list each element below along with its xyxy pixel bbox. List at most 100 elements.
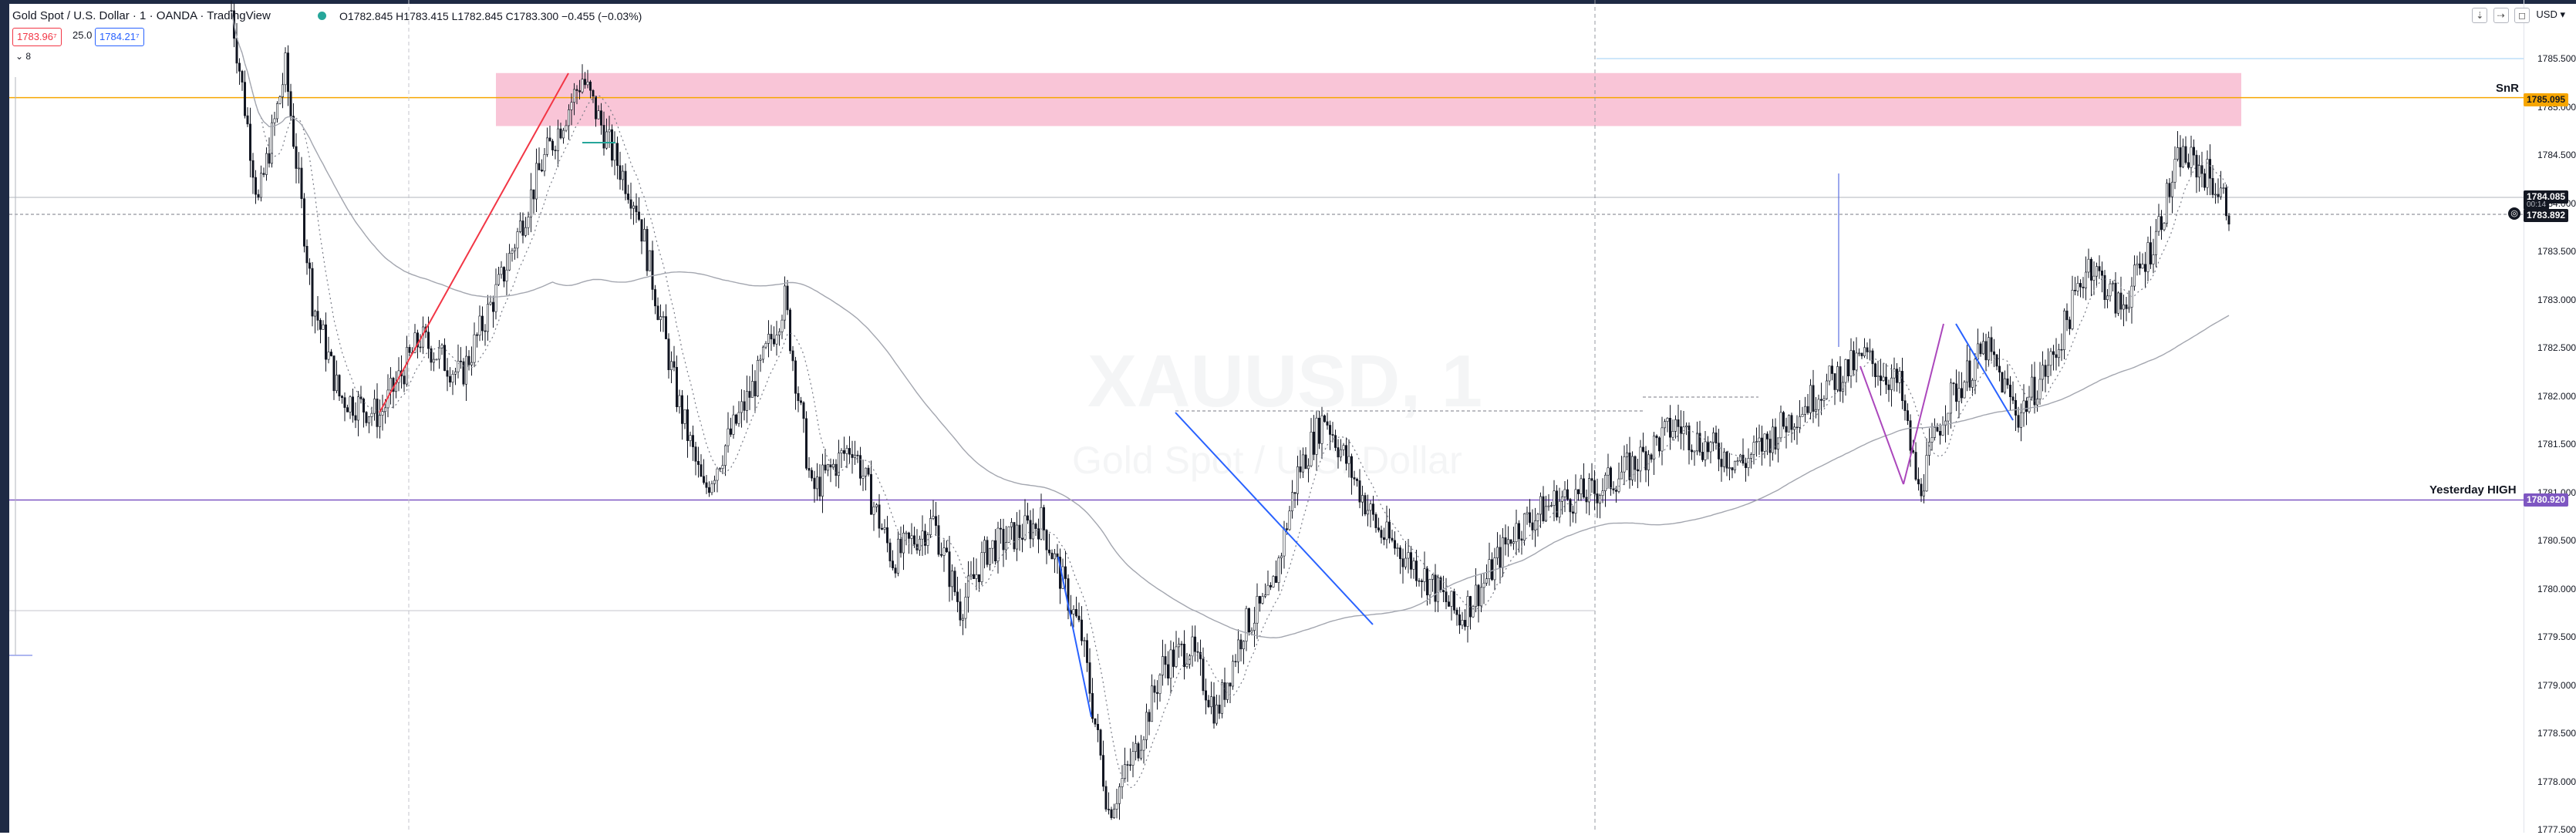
window-top-bar	[0, 0, 2576, 4]
candle-body	[1707, 441, 1710, 453]
candle-body	[367, 416, 370, 423]
scroll-to-bottom-icon[interactable]: ⇣	[2472, 8, 2488, 23]
candle-body	[1183, 644, 1186, 667]
candle-body	[632, 205, 635, 209]
candle-body	[516, 231, 519, 249]
candle-body	[1202, 658, 1205, 692]
candle-body	[2090, 258, 2093, 281]
watermark-description: Gold Spot / U.S. Dollar	[1072, 439, 1462, 482]
candle-body	[1993, 351, 1996, 355]
candle-body	[1391, 537, 1394, 541]
candle-body	[2203, 173, 2207, 188]
maximize-icon[interactable]: ◻	[2514, 8, 2530, 23]
candle-body	[1580, 478, 1583, 494]
candle-body	[1842, 382, 1845, 392]
candle-body	[2193, 146, 2196, 156]
candle-body	[1628, 452, 1631, 480]
candle-body	[986, 540, 989, 565]
candle-body	[338, 375, 341, 397]
price-axis-tick: 1782.000	[2537, 390, 2576, 402]
candle-body	[1585, 497, 1588, 503]
candle-body	[286, 52, 289, 92]
candle-body	[969, 574, 973, 577]
candle-body	[1415, 561, 1418, 581]
candle-body	[2065, 310, 2069, 321]
candle-body	[2157, 216, 2160, 232]
candle-body	[581, 79, 584, 93]
candle-body	[1358, 480, 1361, 503]
candle-body	[705, 482, 708, 488]
candle-body	[802, 402, 805, 419]
candle-body	[432, 359, 435, 363]
buy-button[interactable]: 1784.21⁷	[95, 28, 144, 46]
candle-body	[457, 360, 460, 372]
candle-body	[278, 96, 282, 104]
candle-body	[1968, 360, 1971, 388]
candle-body	[2222, 187, 2225, 189]
candle-body	[346, 407, 349, 412]
crosshair-target-icon[interactable]: ◎	[2508, 207, 2520, 220]
candle-body	[1404, 557, 1408, 567]
candle-body	[470, 362, 473, 365]
price-axis-tick: 1778.000	[2537, 776, 2576, 787]
candle-body	[919, 538, 922, 550]
candle-body	[2125, 304, 2128, 309]
current-price-timer: 00:14	[2524, 200, 2550, 210]
candle-body	[484, 330, 487, 332]
candle-body	[764, 343, 767, 348]
candle-body	[775, 335, 778, 345]
candle-body	[583, 79, 586, 86]
candle-body	[2119, 292, 2123, 310]
candle-body	[805, 418, 808, 469]
candle-body	[1772, 426, 1775, 453]
candle-body	[1539, 496, 1543, 515]
candle-body	[664, 316, 667, 339]
candle-body	[996, 527, 1000, 561]
candle-body	[1768, 439, 1772, 453]
candle-body	[2114, 282, 2117, 314]
candle-body	[707, 487, 710, 493]
candle-body	[1104, 786, 1108, 810]
candle-body	[1191, 636, 1194, 657]
scroll-to-latest-icon[interactable]: ⇢	[2493, 8, 2509, 23]
candle-body	[1755, 441, 1758, 443]
candle-body	[548, 137, 551, 142]
spread-value: 25.0	[72, 29, 93, 41]
candle-body	[1977, 343, 1980, 360]
candle-body	[1293, 492, 1296, 494]
candle-body	[2031, 376, 2034, 398]
candle-body	[1226, 682, 1229, 700]
candle-body	[340, 396, 343, 398]
candle-body	[467, 355, 470, 365]
candle-body	[1115, 803, 1118, 810]
candle-body	[2206, 159, 2209, 188]
candle-body	[1774, 426, 1777, 449]
candle-body	[640, 219, 643, 242]
candle-body	[946, 547, 949, 552]
candle-body	[365, 412, 368, 423]
currency-select[interactable]: USD ▾	[2536, 8, 2565, 20]
candle-body	[1596, 493, 1599, 503]
candle-body	[967, 575, 970, 598]
sell-button[interactable]: 1783.96⁷	[12, 28, 62, 46]
candle-body	[1860, 352, 1863, 356]
candle-body	[1974, 359, 1977, 381]
candle-body	[1536, 513, 1539, 521]
candle-body	[570, 102, 573, 110]
candle-body	[2195, 154, 2198, 178]
candle-body	[1218, 704, 1221, 714]
indicators-collapse-toggle[interactable]: ⌄ 8	[15, 51, 32, 62]
candle-body	[416, 332, 419, 348]
candle-body	[854, 454, 857, 458]
symbol-title[interactable]: Gold Spot / U.S. Dollar · 1 · OANDA · Tr…	[12, 9, 271, 22]
candle-body	[1869, 350, 1872, 352]
candle-body	[1326, 421, 1329, 426]
candle-body	[1650, 454, 1653, 460]
candle-body	[2015, 400, 2018, 416]
trendline-purple-1	[1860, 365, 1904, 485]
candle-body	[1094, 718, 1097, 725]
candle-body	[1804, 406, 1807, 415]
candle-body	[794, 360, 797, 394]
candle-body	[894, 567, 897, 574]
